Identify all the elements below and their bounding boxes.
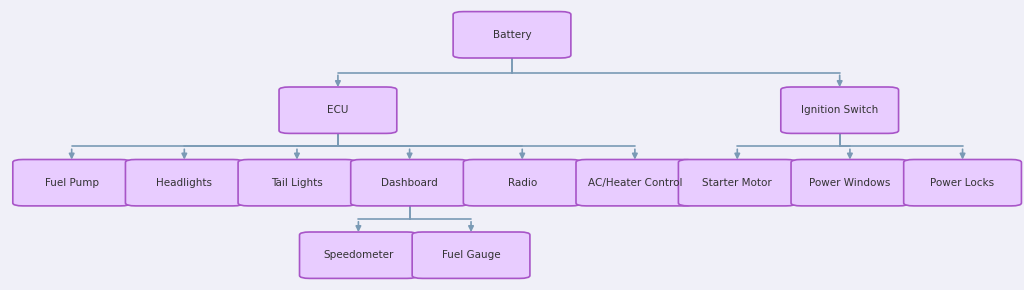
FancyBboxPatch shape — [279, 87, 397, 133]
FancyBboxPatch shape — [126, 160, 244, 206]
FancyBboxPatch shape — [350, 160, 469, 206]
Text: AC/Heater Control: AC/Heater Control — [588, 178, 682, 188]
Text: Battery: Battery — [493, 30, 531, 40]
FancyBboxPatch shape — [238, 160, 356, 206]
FancyBboxPatch shape — [299, 232, 418, 278]
FancyBboxPatch shape — [13, 160, 131, 206]
FancyBboxPatch shape — [678, 160, 797, 206]
FancyBboxPatch shape — [453, 12, 571, 58]
Text: Power Locks: Power Locks — [931, 178, 994, 188]
FancyBboxPatch shape — [575, 160, 694, 206]
Text: Ignition Switch: Ignition Switch — [801, 105, 879, 115]
FancyBboxPatch shape — [903, 160, 1021, 206]
FancyBboxPatch shape — [791, 160, 909, 206]
Text: Dashboard: Dashboard — [381, 178, 438, 188]
FancyBboxPatch shape — [412, 232, 530, 278]
Text: Starter Motor: Starter Motor — [702, 178, 772, 188]
FancyBboxPatch shape — [780, 87, 899, 133]
Text: ECU: ECU — [328, 105, 348, 115]
Text: Tail Lights: Tail Lights — [271, 178, 323, 188]
Text: Power Windows: Power Windows — [809, 178, 891, 188]
FancyBboxPatch shape — [463, 160, 582, 206]
Text: Fuel Pump: Fuel Pump — [45, 178, 98, 188]
Text: Speedometer: Speedometer — [324, 250, 393, 260]
Text: Fuel Gauge: Fuel Gauge — [441, 250, 501, 260]
Text: Radio: Radio — [508, 178, 537, 188]
Text: Headlights: Headlights — [157, 178, 212, 188]
